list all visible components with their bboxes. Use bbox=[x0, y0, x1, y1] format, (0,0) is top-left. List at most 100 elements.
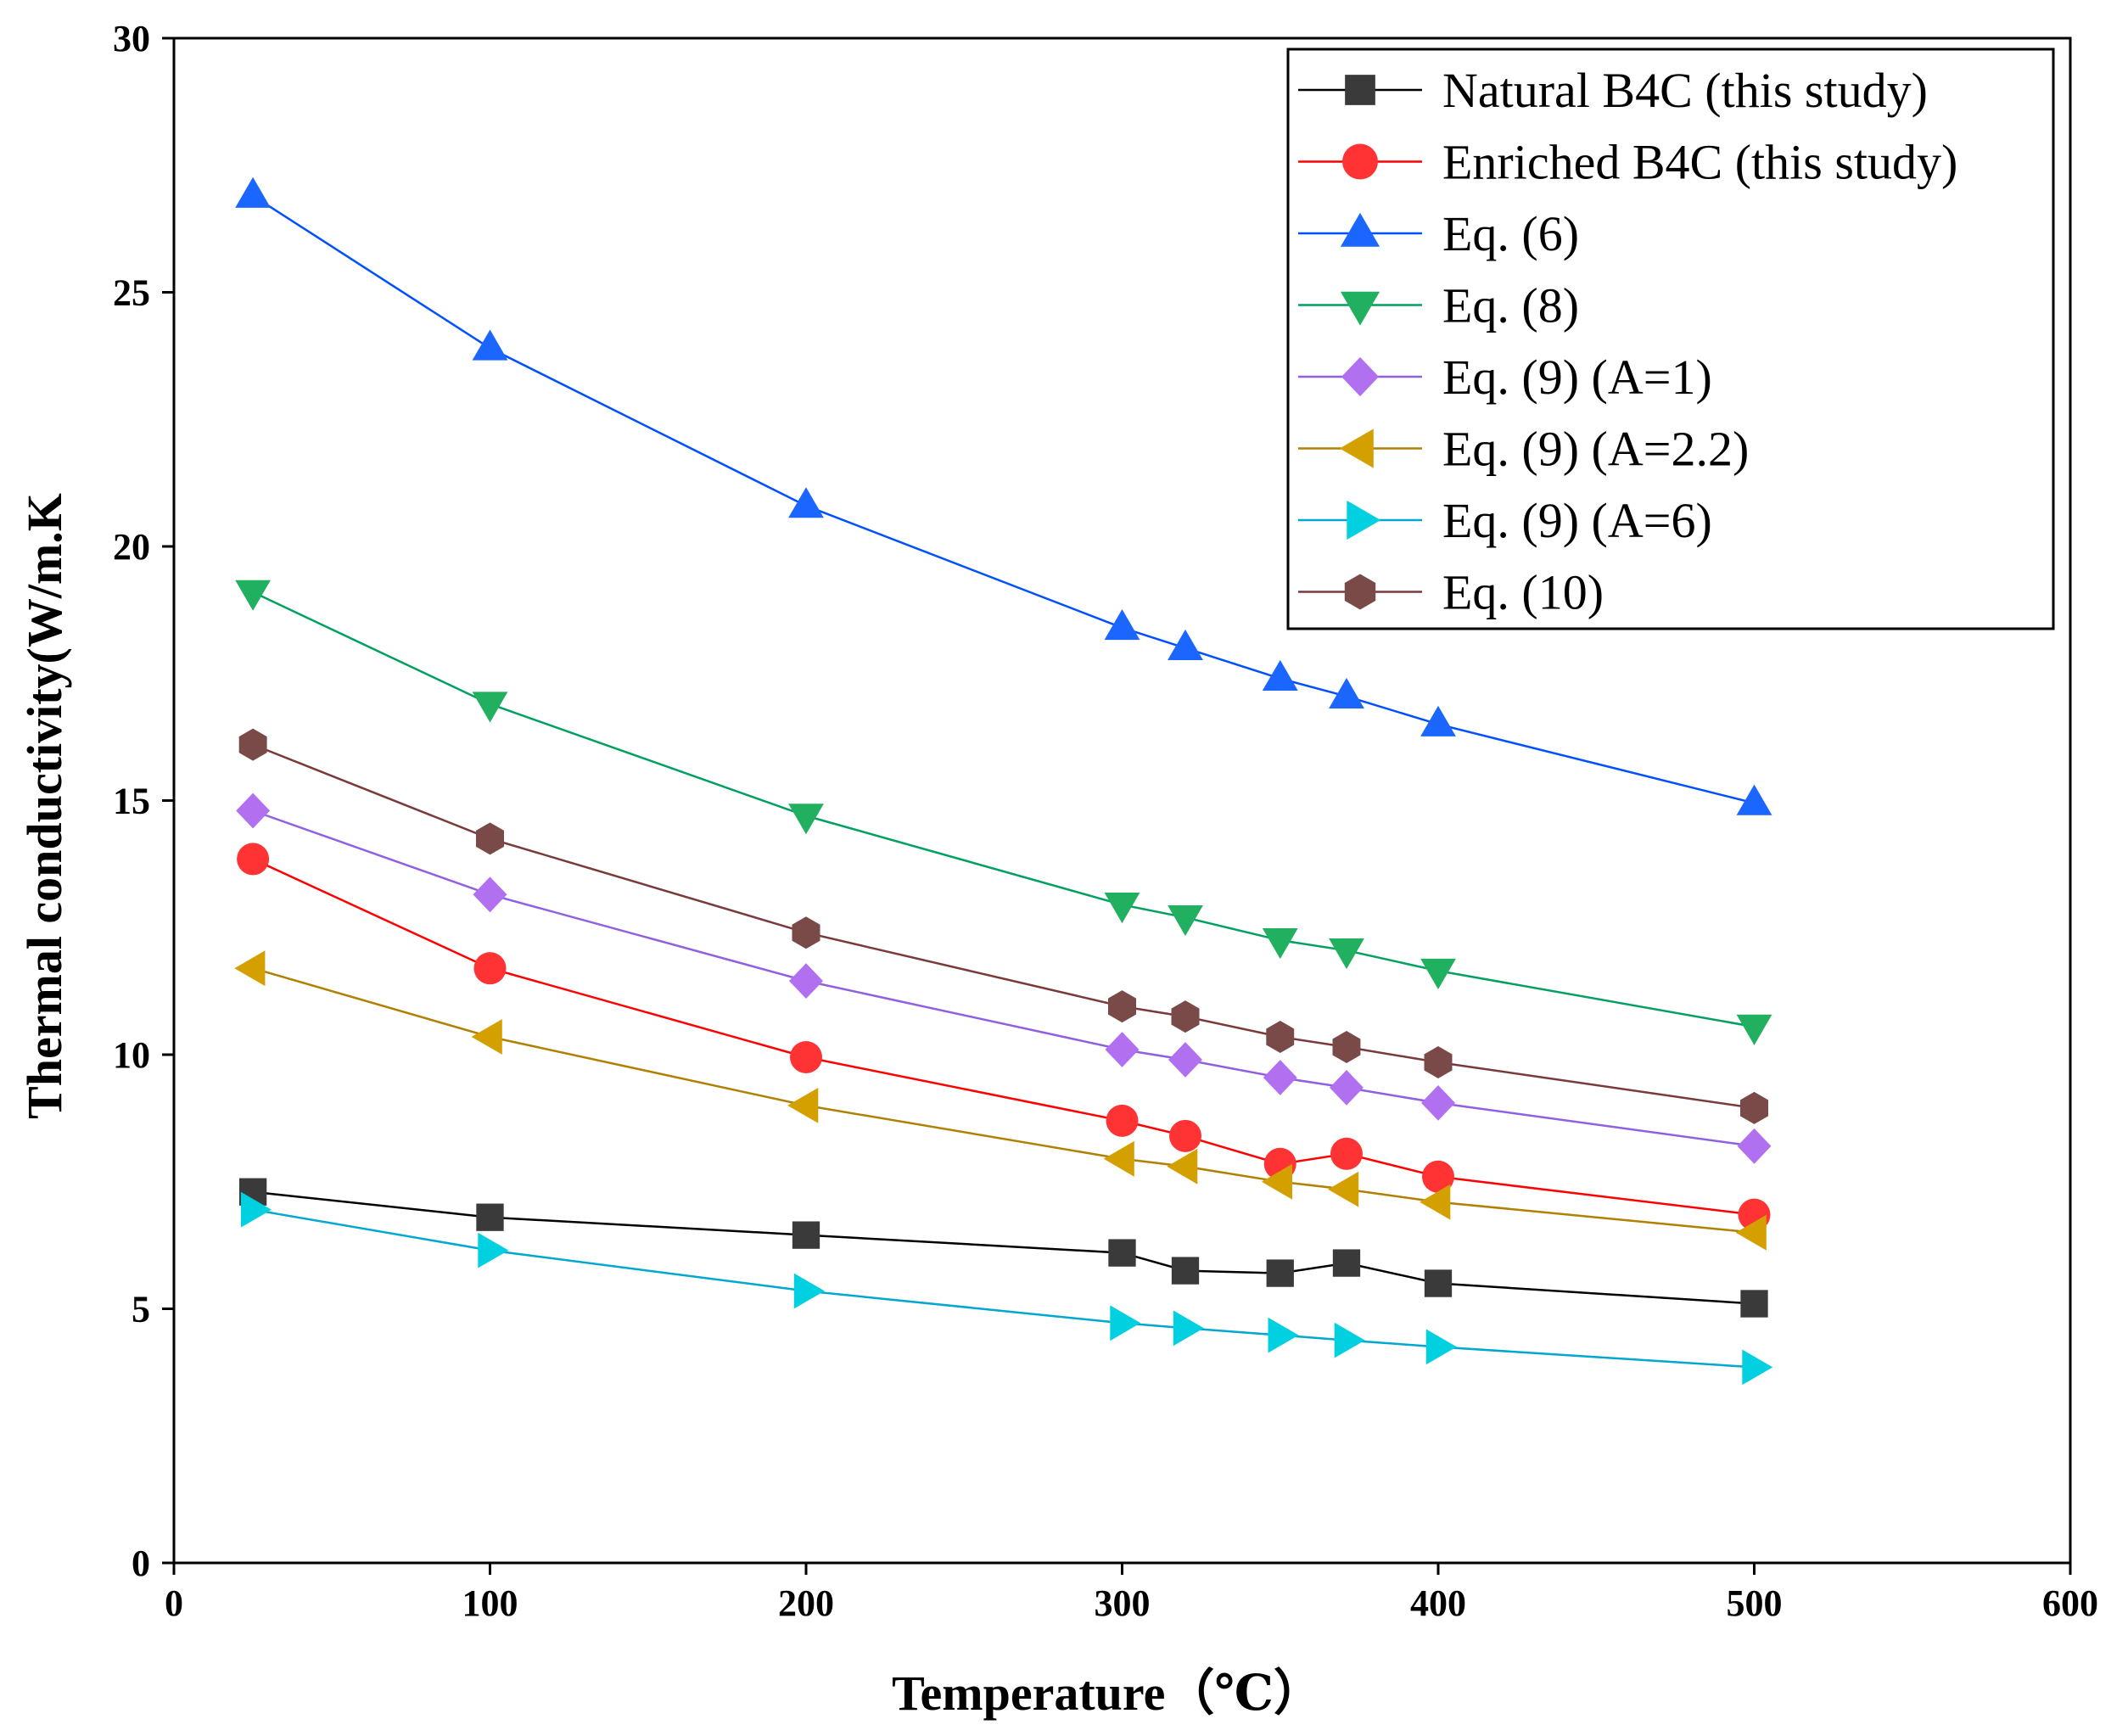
data-point bbox=[1420, 705, 1456, 736]
data-point bbox=[237, 843, 270, 876]
y-tick-label: 5 bbox=[132, 1289, 150, 1330]
legend-label: Enriched B4C (this study) bbox=[1442, 135, 1957, 190]
data-point bbox=[1742, 1349, 1773, 1386]
legend: Natural B4C (this study) Enriched B4C (th… bbox=[1286, 48, 2055, 630]
y-axis-title: Thermal conductivity(W/m.K bbox=[17, 493, 72, 1119]
data-point bbox=[1110, 1305, 1141, 1341]
data-point bbox=[473, 876, 507, 913]
data-point bbox=[1329, 677, 1364, 708]
series-line bbox=[252, 743, 1755, 1110]
x-tick-label: 0 bbox=[165, 1582, 183, 1624]
legend-marker bbox=[1340, 212, 1380, 247]
x-tick-label: 400 bbox=[1410, 1582, 1466, 1624]
data-point bbox=[1332, 1249, 1361, 1277]
data-point bbox=[1173, 1310, 1204, 1347]
data-point bbox=[792, 1221, 820, 1249]
axes: 0 100 200 300 400 500 600 0 5 10 15 20 25 30 bbox=[113, 18, 2098, 1624]
data-point bbox=[1329, 938, 1364, 970]
data-point bbox=[1737, 1128, 1772, 1164]
data-point bbox=[1261, 1163, 1292, 1200]
data-point bbox=[1421, 1085, 1455, 1121]
data-point bbox=[1108, 990, 1136, 1023]
series-1 bbox=[238, 1178, 1768, 1318]
legend-label: Eq. (10) bbox=[1442, 565, 1604, 620]
data-point bbox=[1328, 1171, 1359, 1207]
legend-marker bbox=[1340, 291, 1380, 326]
data-point bbox=[1330, 1137, 1363, 1170]
y-tick-label: 0 bbox=[132, 1543, 150, 1584]
x-axis-title: Temperature（℃） bbox=[892, 1666, 1323, 1721]
data-point bbox=[1266, 1259, 1294, 1287]
data-point bbox=[472, 329, 508, 361]
legend-marker bbox=[1339, 428, 1374, 468]
data-point bbox=[236, 792, 271, 829]
data-point bbox=[1103, 1140, 1134, 1177]
data-point bbox=[1424, 1046, 1453, 1078]
data-point bbox=[788, 804, 824, 835]
data-point bbox=[1262, 659, 1298, 691]
legend-entry: Natural B4C (this study) bbox=[1298, 63, 1928, 118]
data-point bbox=[1334, 1322, 1365, 1358]
legend-entry: Eq. (6) bbox=[1298, 206, 1579, 261]
data-point bbox=[478, 1232, 509, 1268]
data-point bbox=[1168, 629, 1203, 660]
legend-label: Eq. (9) (A=1) bbox=[1442, 350, 1712, 405]
data-point bbox=[1420, 958, 1456, 989]
data-point bbox=[1736, 1014, 1772, 1045]
data-point bbox=[793, 1273, 825, 1309]
legend-label: Eq. (6) bbox=[1442, 206, 1579, 261]
legend-entry: Eq. (9) (A=2.2) bbox=[1298, 422, 1749, 477]
data-point bbox=[1171, 1257, 1200, 1285]
y-tick-label: 20 bbox=[113, 526, 150, 568]
data-point bbox=[789, 963, 823, 999]
data-point bbox=[1740, 1091, 1768, 1124]
series-8 bbox=[238, 728, 1768, 1124]
data-point bbox=[1168, 905, 1203, 937]
data-point bbox=[238, 728, 267, 761]
data-point bbox=[1330, 1070, 1364, 1106]
legend-marker bbox=[1347, 500, 1381, 540]
legend-label: Eq. (8) bbox=[1442, 278, 1579, 333]
data-point bbox=[235, 176, 271, 208]
data-point bbox=[1169, 1119, 1201, 1152]
data-point bbox=[1167, 1148, 1198, 1184]
legend-marker bbox=[1345, 75, 1375, 105]
series-2 bbox=[237, 843, 1771, 1231]
data-point bbox=[792, 916, 820, 949]
legend-marker bbox=[1342, 143, 1378, 180]
data-point bbox=[471, 1019, 502, 1055]
data-point bbox=[1736, 784, 1772, 815]
legend-box bbox=[1286, 48, 2055, 630]
data-point bbox=[1104, 609, 1140, 641]
series-6 bbox=[234, 950, 1767, 1251]
legend-entry: Enriched B4C (this study) bbox=[1298, 135, 1957, 190]
data-point bbox=[1106, 1104, 1139, 1137]
data-point bbox=[1168, 1042, 1202, 1078]
legend-entry: Eq. (8) bbox=[1298, 278, 1579, 333]
legend-label: Eq. (9) (A=2.2) bbox=[1442, 422, 1749, 477]
data-point bbox=[788, 487, 824, 518]
y-tick-label: 10 bbox=[113, 1034, 150, 1076]
legend-entry: Eq. (9) (A=6) bbox=[1298, 493, 1712, 548]
x-tick-label: 300 bbox=[1095, 1582, 1151, 1624]
data-point bbox=[234, 950, 266, 987]
series-4 bbox=[235, 580, 1772, 1045]
data-point bbox=[787, 1088, 819, 1123]
data-point bbox=[1268, 1317, 1299, 1353]
x-tick-label: 600 bbox=[2042, 1582, 2098, 1624]
series-line bbox=[252, 966, 1755, 1234]
legend-marker bbox=[1344, 574, 1376, 610]
data-point bbox=[1425, 1329, 1457, 1365]
legend-marker bbox=[1341, 356, 1379, 397]
y-tick-label: 25 bbox=[113, 272, 150, 314]
data-point bbox=[1420, 1184, 1451, 1220]
legend-entry: Eq. (9) (A=1) bbox=[1298, 350, 1712, 405]
data-point bbox=[1105, 1032, 1140, 1067]
x-tick-label: 100 bbox=[462, 1582, 518, 1624]
y-tick-label: 30 bbox=[113, 18, 150, 59]
data-point bbox=[1424, 1269, 1453, 1297]
data-point bbox=[473, 952, 507, 985]
data-point bbox=[235, 580, 271, 611]
y-tick-label: 15 bbox=[113, 781, 150, 822]
